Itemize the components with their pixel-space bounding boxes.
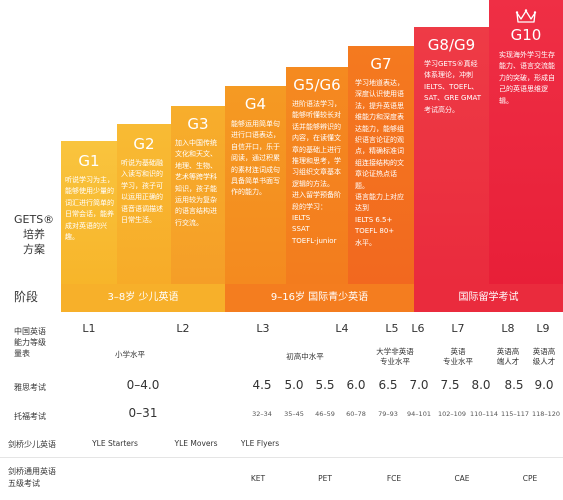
grade-title: G2	[133, 135, 155, 153]
level-text-primary: 小学水平	[115, 350, 145, 359]
ielts-score: 5.5	[315, 378, 335, 392]
grade-title: G5/G6	[293, 76, 341, 94]
ielts-label: 雅思考试	[14, 383, 46, 392]
ielts-score: 0–4.0	[126, 378, 160, 392]
main-suite-ket: KET	[250, 474, 266, 483]
ielts-score: 4.5	[252, 378, 272, 392]
grade-description: 能够运用简单句进行口语表达，自信开口，乐于阅读，通过积累的素材连词成句具备简单书…	[231, 120, 280, 197]
level-l2: L2	[176, 322, 190, 335]
yle-starters: YLE Starters	[92, 439, 138, 448]
toefl-score: 118–120	[531, 410, 561, 418]
main-suite-fce: FCE	[386, 474, 402, 483]
toefl-score: 110–114	[469, 410, 499, 418]
level-l1: L1	[82, 322, 96, 335]
level-l6: L6	[411, 322, 425, 335]
main-suite-cae: CAE	[454, 474, 470, 483]
level-l4: L4	[335, 322, 349, 335]
grade-g5g6-card[interactable]: G5/G6 进阶语法学习，能够听懂较长对话并能够辨识的内容，在读懂文章的基础上进…	[286, 67, 348, 284]
grade-g1-card[interactable]: G1 听说学习为主，能够使用少量的词汇进行简单的日常会话，能养成对英语的兴趣。	[61, 141, 117, 284]
level-text-junior-senior: 初高中水平	[286, 352, 324, 361]
ielts-score: 7.0	[409, 378, 429, 392]
ielts-score: 7.5	[440, 378, 460, 392]
yle-movers: YLE Movers	[174, 439, 218, 448]
grade-g2-card[interactable]: G2 听说为基础融入读写和识的学习，孩子可以运用正确的语音语调描述日常生活。	[117, 124, 171, 284]
toefl-score: 60–78	[346, 410, 366, 418]
grade-title: G8/G9	[427, 36, 476, 54]
toefl-score: 102–109	[437, 410, 467, 418]
stage-label: 阶段	[14, 290, 39, 304]
gets-plan-label: GETS® 培养 方案	[14, 213, 55, 256]
grade-g8g9-card[interactable]: G8/G9 学习GETS®真经体系理论，冲刺IELTS、TOEFL、SAT、GR…	[414, 27, 489, 284]
toefl-label: 托福考试	[14, 412, 46, 421]
level-text-english-major: 英语 专业水平	[443, 347, 473, 366]
toefl-score: 35–45	[284, 410, 304, 418]
level-l9: L9	[536, 322, 550, 335]
grade-description: 学习GETS®真经体系理论，冲刺IELTS、TOEFL、SAT、GRE GMAT…	[424, 60, 482, 114]
main-suite-cpe: CPE	[522, 474, 538, 483]
ielts-score: 6.5	[378, 378, 398, 392]
divider	[0, 457, 563, 458]
grade-description: 进阶语法学习，能够听懂较长对话并能够辨识的内容，在读懂文章的基础上进行推理和思考…	[292, 100, 341, 245]
grade-g10-card[interactable]: G10 实现海外学习生存能力、语言交流能力的突破，形成自己的英语思维逻辑。	[489, 0, 563, 284]
stage-band-teens: 9–16岁 国际青少英语	[225, 284, 414, 312]
grade-title: G4	[244, 95, 267, 113]
grade-g4-card[interactable]: G4 能够运用简单句进行口语表达，自信开口，乐于阅读，通过积累的素材连词成句具备…	[225, 86, 286, 284]
level-l5: L5	[385, 322, 399, 335]
toefl-score: 94–101	[407, 410, 431, 418]
level-l3: L3	[256, 322, 270, 335]
grade-description: 实现海外学习生存能力、语言交流能力的突破，形成自己的英语思维逻辑。	[499, 51, 555, 105]
yle-label: 剑桥少儿英语	[8, 440, 56, 449]
stage-band-kids: 3–8岁 少儿英语	[61, 284, 225, 312]
toefl-score: 115–117	[500, 410, 530, 418]
toefl-score: 46–59	[315, 410, 335, 418]
level-text-talent: 英语高 端人才	[496, 347, 520, 366]
main-suite-label: 剑桥通用英语 五级考试	[8, 467, 56, 488]
level-l7: L7	[451, 322, 465, 335]
yle-flyers: YLE Flyers	[240, 439, 280, 448]
ielts-score: 8.5	[504, 378, 524, 392]
grade-description: 学习地道表达，深度认识使用语法，提升英语思维能力和深度表达能力，能够组织语言论证…	[355, 79, 404, 247]
level-scale-label: 中国英语 能力等级 量表	[14, 327, 46, 358]
toefl-score: 0–31	[128, 406, 158, 420]
grade-title: G1	[78, 152, 100, 170]
ielts-score: 6.0	[346, 378, 366, 392]
level-text-college: 大学非英语 专业水平	[376, 347, 414, 366]
grade-title: G3	[187, 115, 209, 133]
toefl-score: 79–93	[378, 410, 398, 418]
main-suite-pet: PET	[318, 474, 332, 483]
ielts-score: 8.0	[471, 378, 491, 392]
level-text-elite: 英语高 级人才	[532, 347, 556, 366]
grade-description: 听说学习为主，能够使用少量的词汇进行简单的日常会话，能养成对英语的兴趣。	[65, 176, 114, 242]
grade-title: G10	[510, 26, 542, 44]
ielts-score: 5.0	[284, 378, 304, 392]
grade-description: 加入中国传统文化和天文、地理、生物、艺术等跨学科知识，孩子能运用较为复杂的语言结…	[175, 139, 217, 227]
grade-g7-card[interactable]: G7 学习地道表达，深度认识使用语法，提升英语思维能力和深度表达能力，能够组织语…	[348, 46, 414, 284]
level-l8: L8	[501, 322, 515, 335]
ielts-score: 9.0	[534, 378, 554, 392]
stage-band-abroad: 国际留学考试	[414, 284, 563, 312]
crown-icon	[515, 9, 537, 23]
grade-g3-card[interactable]: G3 加入中国传统文化和天文、地理、生物、艺术等跨学科知识，孩子能运用较为复杂的…	[171, 106, 225, 284]
grade-title: G7	[370, 55, 392, 73]
grade-description: 听说为基础融入读写和识的学习，孩子可以运用正确的语音语调描述日常生活。	[121, 159, 163, 225]
toefl-score: 32–34	[252, 410, 272, 418]
